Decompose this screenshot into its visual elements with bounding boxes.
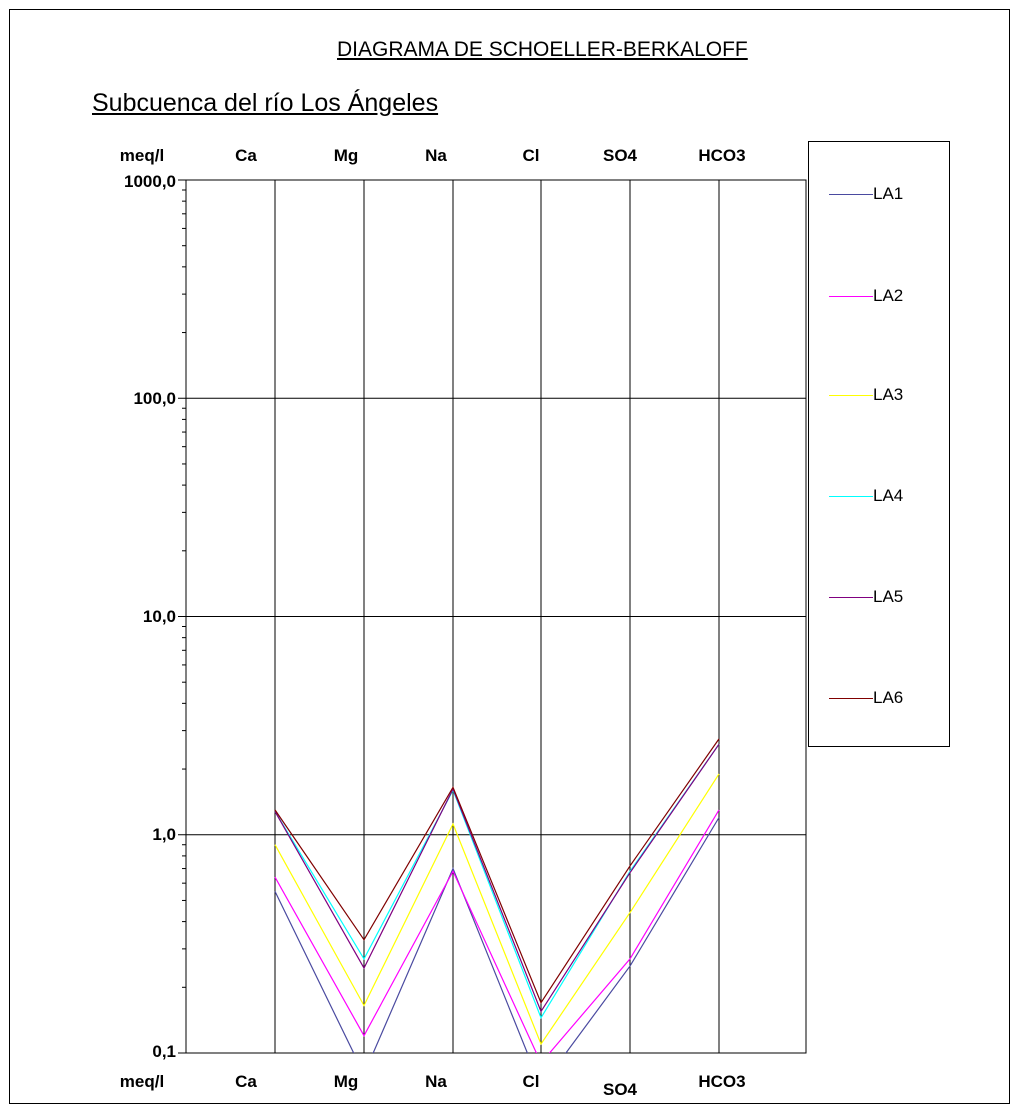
y-tick-label-10: 10,0 <box>142 607 176 626</box>
legend-item-la5: LA5 <box>829 587 903 607</box>
top-label-ca: Ca <box>235 146 257 165</box>
y-tick-label-1: 1,0 <box>152 825 176 844</box>
top-label-cl: Cl <box>522 146 540 165</box>
bottom-label-hco3: HCO3 <box>698 1072 746 1091</box>
legend-swatch-la5 <box>829 596 873 598</box>
legend-swatch-la6 <box>829 697 873 699</box>
chart-title: DIAGRAMA DE SCHOELLER-BERKALOFF <box>337 38 748 61</box>
grid-layer <box>178 179 807 1054</box>
y-tick-label-0-1: 0,1 <box>152 1042 176 1061</box>
legend-item-la1: LA1 <box>829 184 903 204</box>
bottom-label-ca: Ca <box>235 1072 257 1091</box>
bottom-unit-label: meq/l <box>119 1072 165 1091</box>
chart-subtitle: Subcuenca del río Los Ángeles <box>92 89 439 117</box>
legend-label-la6: LA6 <box>873 688 904 707</box>
bottom-label-so4: SO4 <box>602 1080 638 1099</box>
series-line-la1 <box>274 817 720 1053</box>
legend-swatch-la3 <box>829 394 873 396</box>
series-line-la4 <box>274 743 720 1020</box>
top-label-mg: Mg <box>333 146 359 165</box>
series-layer <box>274 738 720 1053</box>
series-line-la3 <box>274 773 720 1046</box>
top-unit-label: meq/l <box>119 146 165 165</box>
legend: LA1 LA2 LA3 LA4 LA5 LA6 <box>808 141 950 747</box>
y-tick-label-100: 100,0 <box>133 389 176 408</box>
bottom-label-cl: Cl <box>522 1072 540 1091</box>
legend-label-la3: LA3 <box>873 385 904 404</box>
bottom-label-na: Na <box>425 1072 447 1091</box>
legend-item-la6: LA6 <box>829 688 903 708</box>
top-label-na: Na <box>425 146 447 165</box>
legend-label-la2: LA2 <box>873 286 904 305</box>
bottom-label-mg: Mg <box>333 1072 359 1091</box>
legend-label-la4: LA4 <box>873 486 904 505</box>
legend-swatch-la1 <box>829 193 873 195</box>
legend-item-la4: LA4 <box>829 486 903 506</box>
legend-item-la3: LA3 <box>829 385 903 405</box>
legend-label-la1: LA1 <box>873 184 904 203</box>
top-label-hco3: HCO3 <box>698 146 746 165</box>
series-line-la6 <box>274 738 720 1004</box>
legend-swatch-la2 <box>829 295 873 297</box>
series-line-la2 <box>274 809 720 1053</box>
top-label-so4: SO4 <box>602 146 638 165</box>
legend-label-la5: LA5 <box>873 587 904 606</box>
legend-item-la2: LA2 <box>829 286 903 306</box>
y-tick-label-1000: 1000,0 <box>124 172 176 191</box>
legend-swatch-la4 <box>829 495 873 497</box>
series-line-la5 <box>274 743 720 1013</box>
